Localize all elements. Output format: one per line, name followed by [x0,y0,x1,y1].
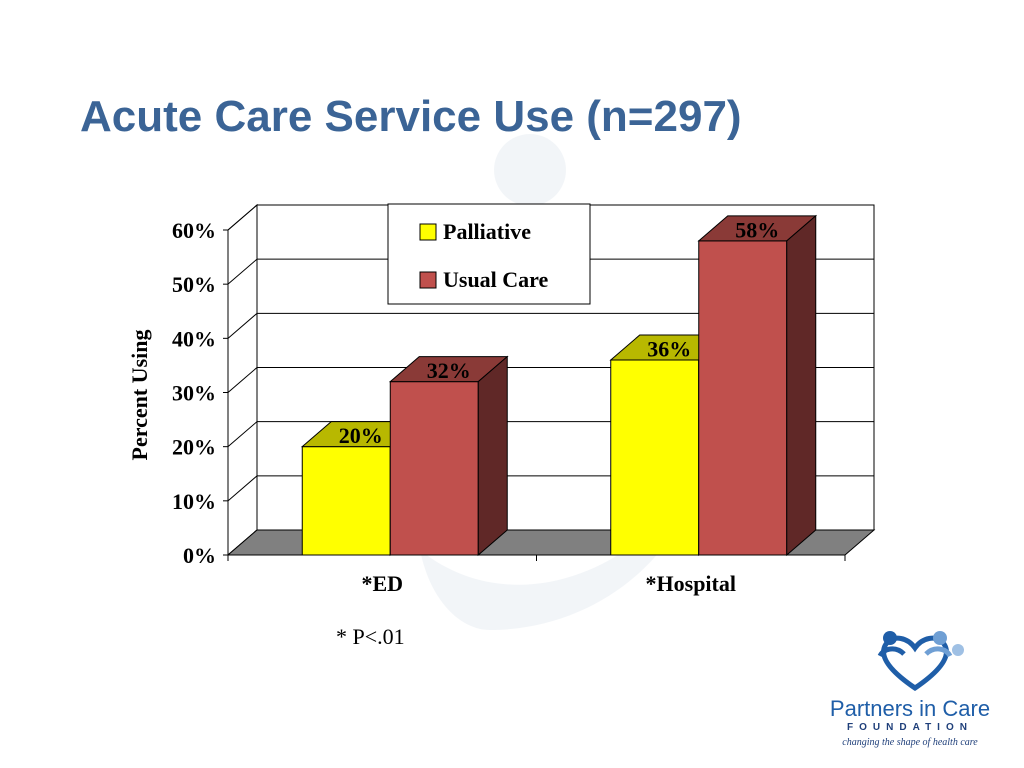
logo-foundation: FOUNDATION [847,722,973,733]
gridline-side [227,258,258,285]
legend-swatch [419,271,437,289]
data-label: 32% [427,358,471,383]
legend-label: Palliative [443,219,531,244]
legend-swatch [419,223,437,241]
logo-name: Partners in Care [829,696,991,721]
y-tick-label: 0% [183,543,216,568]
bar-usual-care [389,381,479,556]
gridline-side [227,421,258,448]
gridline-side [227,367,258,393]
data-label: 36% [647,337,691,362]
x-category-label: *Hospital [646,571,736,596]
y-tick-label: 50% [172,272,216,297]
gridline-side [227,204,258,231]
data-label: 20% [339,423,383,448]
gridline-side [227,475,258,502]
significance-footnote: * P<.01 [336,624,405,649]
y-axis-label: Percent Using [127,330,152,461]
bar-side [477,355,508,557]
y-tick-label: 60% [172,218,216,243]
y-tick-label: 20% [172,435,216,460]
x-category-label: *ED [361,571,403,596]
heart-people-icon [877,631,964,692]
data-label: 58% [735,217,779,242]
logo-tagline: changing the shape of health care [842,737,978,748]
bar-side [786,214,817,557]
partners-in-care-logo: Partners in Care FOUNDATION changing the… [812,626,1002,756]
slide-title: Acute Care Service Use (n=297) [80,92,742,141]
bar-palliative [610,359,700,556]
y-tick-label: 40% [172,326,216,351]
y-tick-label: 10% [172,489,216,514]
bar-usual-care [698,240,788,556]
bar-palliative [301,446,391,556]
gridline-side [227,312,258,339]
legend-label: Usual Care [443,267,549,292]
y-tick-label: 30% [172,381,216,406]
